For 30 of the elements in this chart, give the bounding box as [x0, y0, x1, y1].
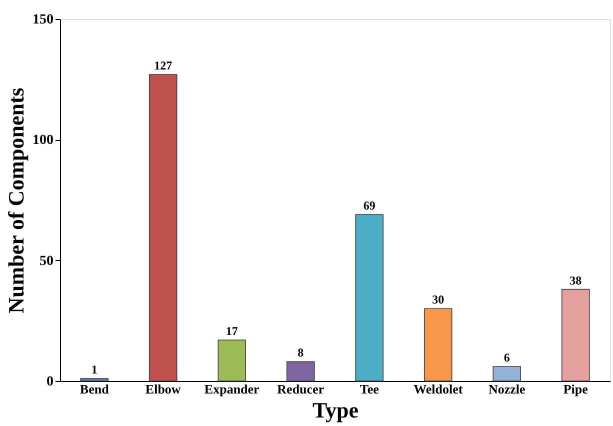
data-label: 8: [298, 346, 304, 360]
x-tick-label: Expander: [204, 382, 260, 396]
x-tick-label: Nozzle: [488, 382, 526, 396]
y-tick-label: 0: [46, 374, 54, 390]
bar: [355, 214, 384, 382]
bar: [561, 288, 590, 382]
y-tick-label: 100: [32, 133, 54, 148]
bar: [492, 366, 522, 382]
x-tick-label: Elbow: [145, 382, 182, 396]
bar: [80, 378, 109, 382]
bar: [218, 340, 246, 382]
x-tick-label: Tee: [360, 382, 380, 396]
data-label: 30: [432, 292, 444, 307]
bar: [424, 308, 452, 382]
data-label: 69: [363, 198, 376, 212]
bar: [286, 361, 315, 382]
x-tick-label: Reducer: [277, 382, 324, 396]
bar: [148, 74, 178, 382]
x-tick-label: Weldolet: [414, 382, 464, 396]
x-tick-label: Pipe: [563, 382, 588, 396]
data-label: 1: [91, 362, 98, 377]
y-tick-label: 150: [32, 12, 54, 28]
y-tick-label: 50: [40, 254, 54, 269]
data-label: 127: [154, 58, 172, 73]
x-tick-label: Bend: [80, 382, 110, 396]
x-axis-title: Type: [312, 398, 359, 422]
data-label: 17: [226, 324, 238, 338]
data-label: 38: [570, 273, 582, 288]
y-axis-title: Number of Components: [4, 87, 28, 314]
data-label: 6: [504, 350, 510, 365]
